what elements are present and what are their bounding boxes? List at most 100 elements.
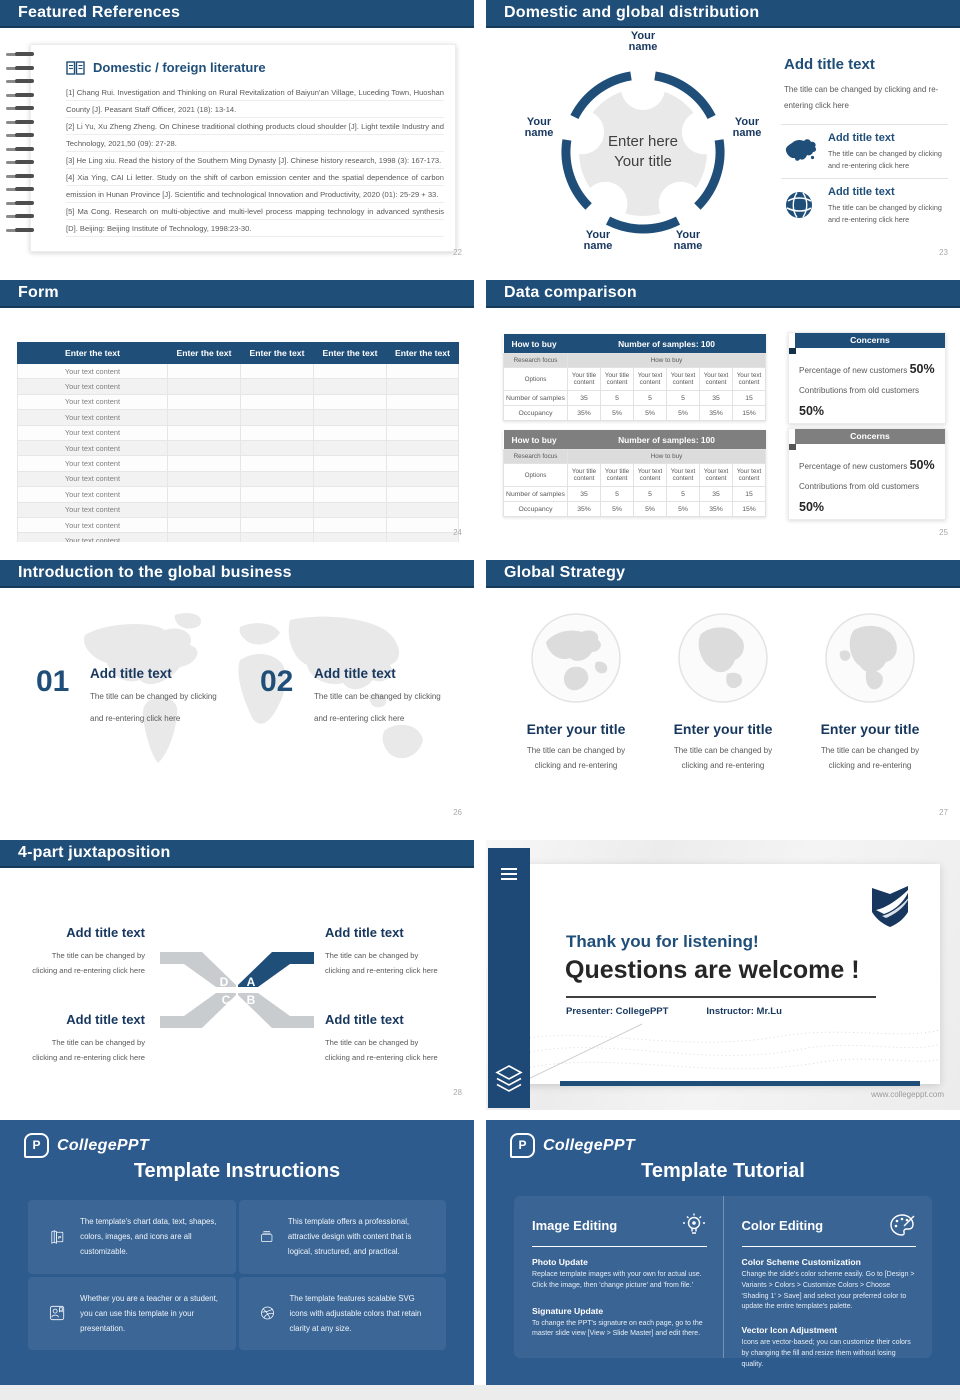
add-title-heading: Add title text bbox=[784, 56, 875, 73]
tutorial-paragraph: Icons are vector-based; you can customiz… bbox=[741, 1339, 911, 1368]
strategy-item: Enter your title The title can be change… bbox=[501, 612, 651, 773]
tutorial-column-color-editing: Color Editing Color Scheme Customization… bbox=[722, 1196, 933, 1368]
strategy-item-desc: The title can be changed by clicking and … bbox=[673, 746, 773, 770]
tutorial-column-image-editing: Image Editing Photo Update Replace templ… bbox=[514, 1196, 723, 1358]
template-instructions-panel: P CollegePPT Template Instructions P The… bbox=[0, 1120, 474, 1385]
table-header-row: Enter the text Enter the text Enter the te… bbox=[17, 342, 459, 364]
jux-item-desc: The title can be changed by clicking and … bbox=[32, 951, 145, 975]
slide-global-strategy[interactable]: Global Strategy Enter your title The tit… bbox=[486, 560, 960, 822]
mini-item-desc: The title can be changed by clicking and … bbox=[828, 149, 942, 170]
tutorial-heading: Color Editing bbox=[741, 1217, 824, 1233]
slide-title: Form bbox=[18, 284, 59, 301]
jux-item-desc: The title can be changed by clicking and … bbox=[325, 1038, 438, 1062]
instruction-card: Whether you are a teacher or a student, … bbox=[28, 1276, 236, 1350]
slide-title: 4-part juxtaposition bbox=[18, 844, 171, 861]
instruction-text: The template's chart data, text, shapes,… bbox=[80, 1217, 217, 1257]
strategy-item-title: Enter your title bbox=[673, 721, 773, 737]
panel-title: Template Tutorial bbox=[641, 1160, 805, 1182]
thankyou-line1: Thank you for listening! bbox=[566, 932, 759, 951]
jux-item-title: Add title text bbox=[325, 925, 404, 940]
slide-data-comparison[interactable]: Data comparison How to buy Number of samp… bbox=[486, 280, 960, 542]
book-icon bbox=[66, 60, 85, 75]
quadrant-letter: D bbox=[220, 975, 229, 989]
divider bbox=[566, 996, 876, 998]
china-map-icon bbox=[782, 138, 822, 171]
table-row: Options Your title content Your title cont… bbox=[503, 367, 766, 391]
table-header-row: How to buy Number of samples: 100 bbox=[503, 334, 766, 354]
table-row: Your text content bbox=[17, 393, 459, 411]
form-table: Enter the text Enter the text Enter the te… bbox=[17, 342, 459, 542]
slide-distribution[interactable]: Domestic and global distribution Enter h… bbox=[486, 0, 960, 262]
tutorial-paragraph: Change the slide's color scheme easily. … bbox=[741, 1271, 915, 1311]
strategy-item-title: Enter your title bbox=[526, 721, 626, 737]
thankyou-line2: Questions are welcome ! bbox=[565, 956, 860, 984]
table-row: Your text content bbox=[17, 486, 459, 503]
presenter: Presenter: CollegePPT bbox=[566, 1006, 669, 1017]
page-number: 23 bbox=[939, 248, 948, 257]
concerns-body: Percentage of new customers 50% Contribu… bbox=[799, 458, 935, 514]
strategy-item-desc: The title can be changed by clicking and … bbox=[526, 746, 626, 770]
mesh-decoration bbox=[522, 1023, 940, 1083]
svg-text:name: name bbox=[525, 127, 554, 139]
jux-item-desc: The title can be changed by clicking and … bbox=[325, 951, 438, 975]
table-row: Your text content bbox=[17, 424, 459, 441]
slide-title-bar: Global Strategy bbox=[486, 560, 960, 588]
page-number: 28 bbox=[453, 1088, 462, 1097]
jux-item-title: Add title text bbox=[66, 925, 145, 940]
slide-title: Data comparison bbox=[504, 284, 637, 301]
step-desc: The title can be changed by clicking and … bbox=[314, 692, 441, 723]
concerns-title: Concerns bbox=[795, 429, 945, 444]
step-title: Add title text bbox=[314, 666, 396, 681]
table-row: Your text content bbox=[17, 455, 459, 472]
thankyou-sidebar bbox=[488, 848, 530, 1108]
table-header-row: How to buy Number of samples: 100 bbox=[503, 430, 766, 450]
slide-4-part-juxtaposition[interactable]: 4-part juxtaposition D A C B Add title t… bbox=[0, 840, 474, 1102]
collegeppt-logo-icon: P bbox=[510, 1133, 535, 1158]
slide-title-bar: 4-part juxtaposition bbox=[0, 840, 474, 868]
slide-intro-global-business[interactable]: Introduction to the global business 01 A… bbox=[0, 560, 474, 822]
website-url: www.collegeppt.com bbox=[871, 1090, 944, 1099]
mini-item: Add title text The title can be changed … bbox=[828, 186, 948, 225]
globe-icon bbox=[784, 190, 814, 225]
table-row: Your text content bbox=[17, 439, 459, 457]
concerns-panel-gray: Concerns Percentage of new customers 50%… bbox=[788, 428, 946, 520]
svg-text:Your: Your bbox=[527, 116, 552, 128]
diagram-center-line2: Your title bbox=[614, 153, 672, 170]
tutorial-subheading: Photo Update bbox=[532, 1257, 588, 1267]
jux-item: Add title text The title can be changed … bbox=[325, 1012, 474, 1065]
page-number: 22 bbox=[453, 248, 462, 257]
strategy-item-desc: The title can be changed by clicking and … bbox=[820, 746, 920, 770]
table-row: Occupancy 35% 5% 5% 5% 35% 15% bbox=[503, 405, 766, 421]
slide-featured-references[interactable]: Featured References Domestic / foreign l… bbox=[0, 0, 474, 262]
globe-graphic bbox=[825, 613, 915, 703]
tutorial-subheading: Signature Update bbox=[532, 1305, 604, 1316]
reference-item: [2] Li Yu, Xu Zheng Zheng. On Chinese tr… bbox=[66, 122, 444, 148]
slide-title-bar: Featured References bbox=[0, 0, 474, 28]
reference-item: [4] Xia Ying, CAI Li letter. Study on th… bbox=[66, 173, 444, 199]
jux-item-desc: The title can be changed by clicking and … bbox=[32, 1038, 145, 1062]
instruction-card: P The template's chart data, text, shape… bbox=[28, 1200, 236, 1274]
fold-decoration bbox=[789, 348, 796, 354]
table-row: Your text content bbox=[17, 516, 459, 534]
thankyou-card: Thank you for listening! Questions are w… bbox=[522, 864, 940, 1084]
slide-title-bar: Introduction to the global business bbox=[0, 560, 474, 588]
presenter-line: Presenter: CollegePPT Instructor: Mr.Lu bbox=[566, 1006, 820, 1017]
template-tutorial-panel: P CollegePPT Template Tutorial Image Edi… bbox=[486, 1120, 960, 1385]
table-row: Your text content bbox=[17, 378, 459, 395]
table-row: Research focus How to buy bbox=[503, 353, 766, 368]
table-row: Number of samples 35 5 5 5 35 15 bbox=[503, 390, 766, 406]
jux-item: Add title text The title can be changed … bbox=[0, 1012, 145, 1065]
instruction-cards: P The template's chart data, text, shape… bbox=[28, 1200, 446, 1350]
slide-title-bar: Domestic and global distribution bbox=[486, 0, 960, 28]
brand-name: CollegePPT bbox=[543, 1136, 635, 1154]
slide-thank-you[interactable]: Thank you for listening! Questions are w… bbox=[486, 840, 960, 1110]
table-row: Research focus How to buy bbox=[503, 449, 766, 464]
svg-text:Your: Your bbox=[586, 229, 611, 241]
svg-text:Your: Your bbox=[631, 30, 656, 42]
instruction-card: The template features scalable SVG icons… bbox=[238, 1276, 446, 1350]
jux-item-title: Add title text bbox=[66, 1012, 145, 1027]
slides-icon: P bbox=[51, 1229, 64, 1244]
slide-form[interactable]: Form Enter the text Enter the text Enter t… bbox=[0, 280, 474, 542]
step-number: 01 bbox=[36, 665, 70, 698]
